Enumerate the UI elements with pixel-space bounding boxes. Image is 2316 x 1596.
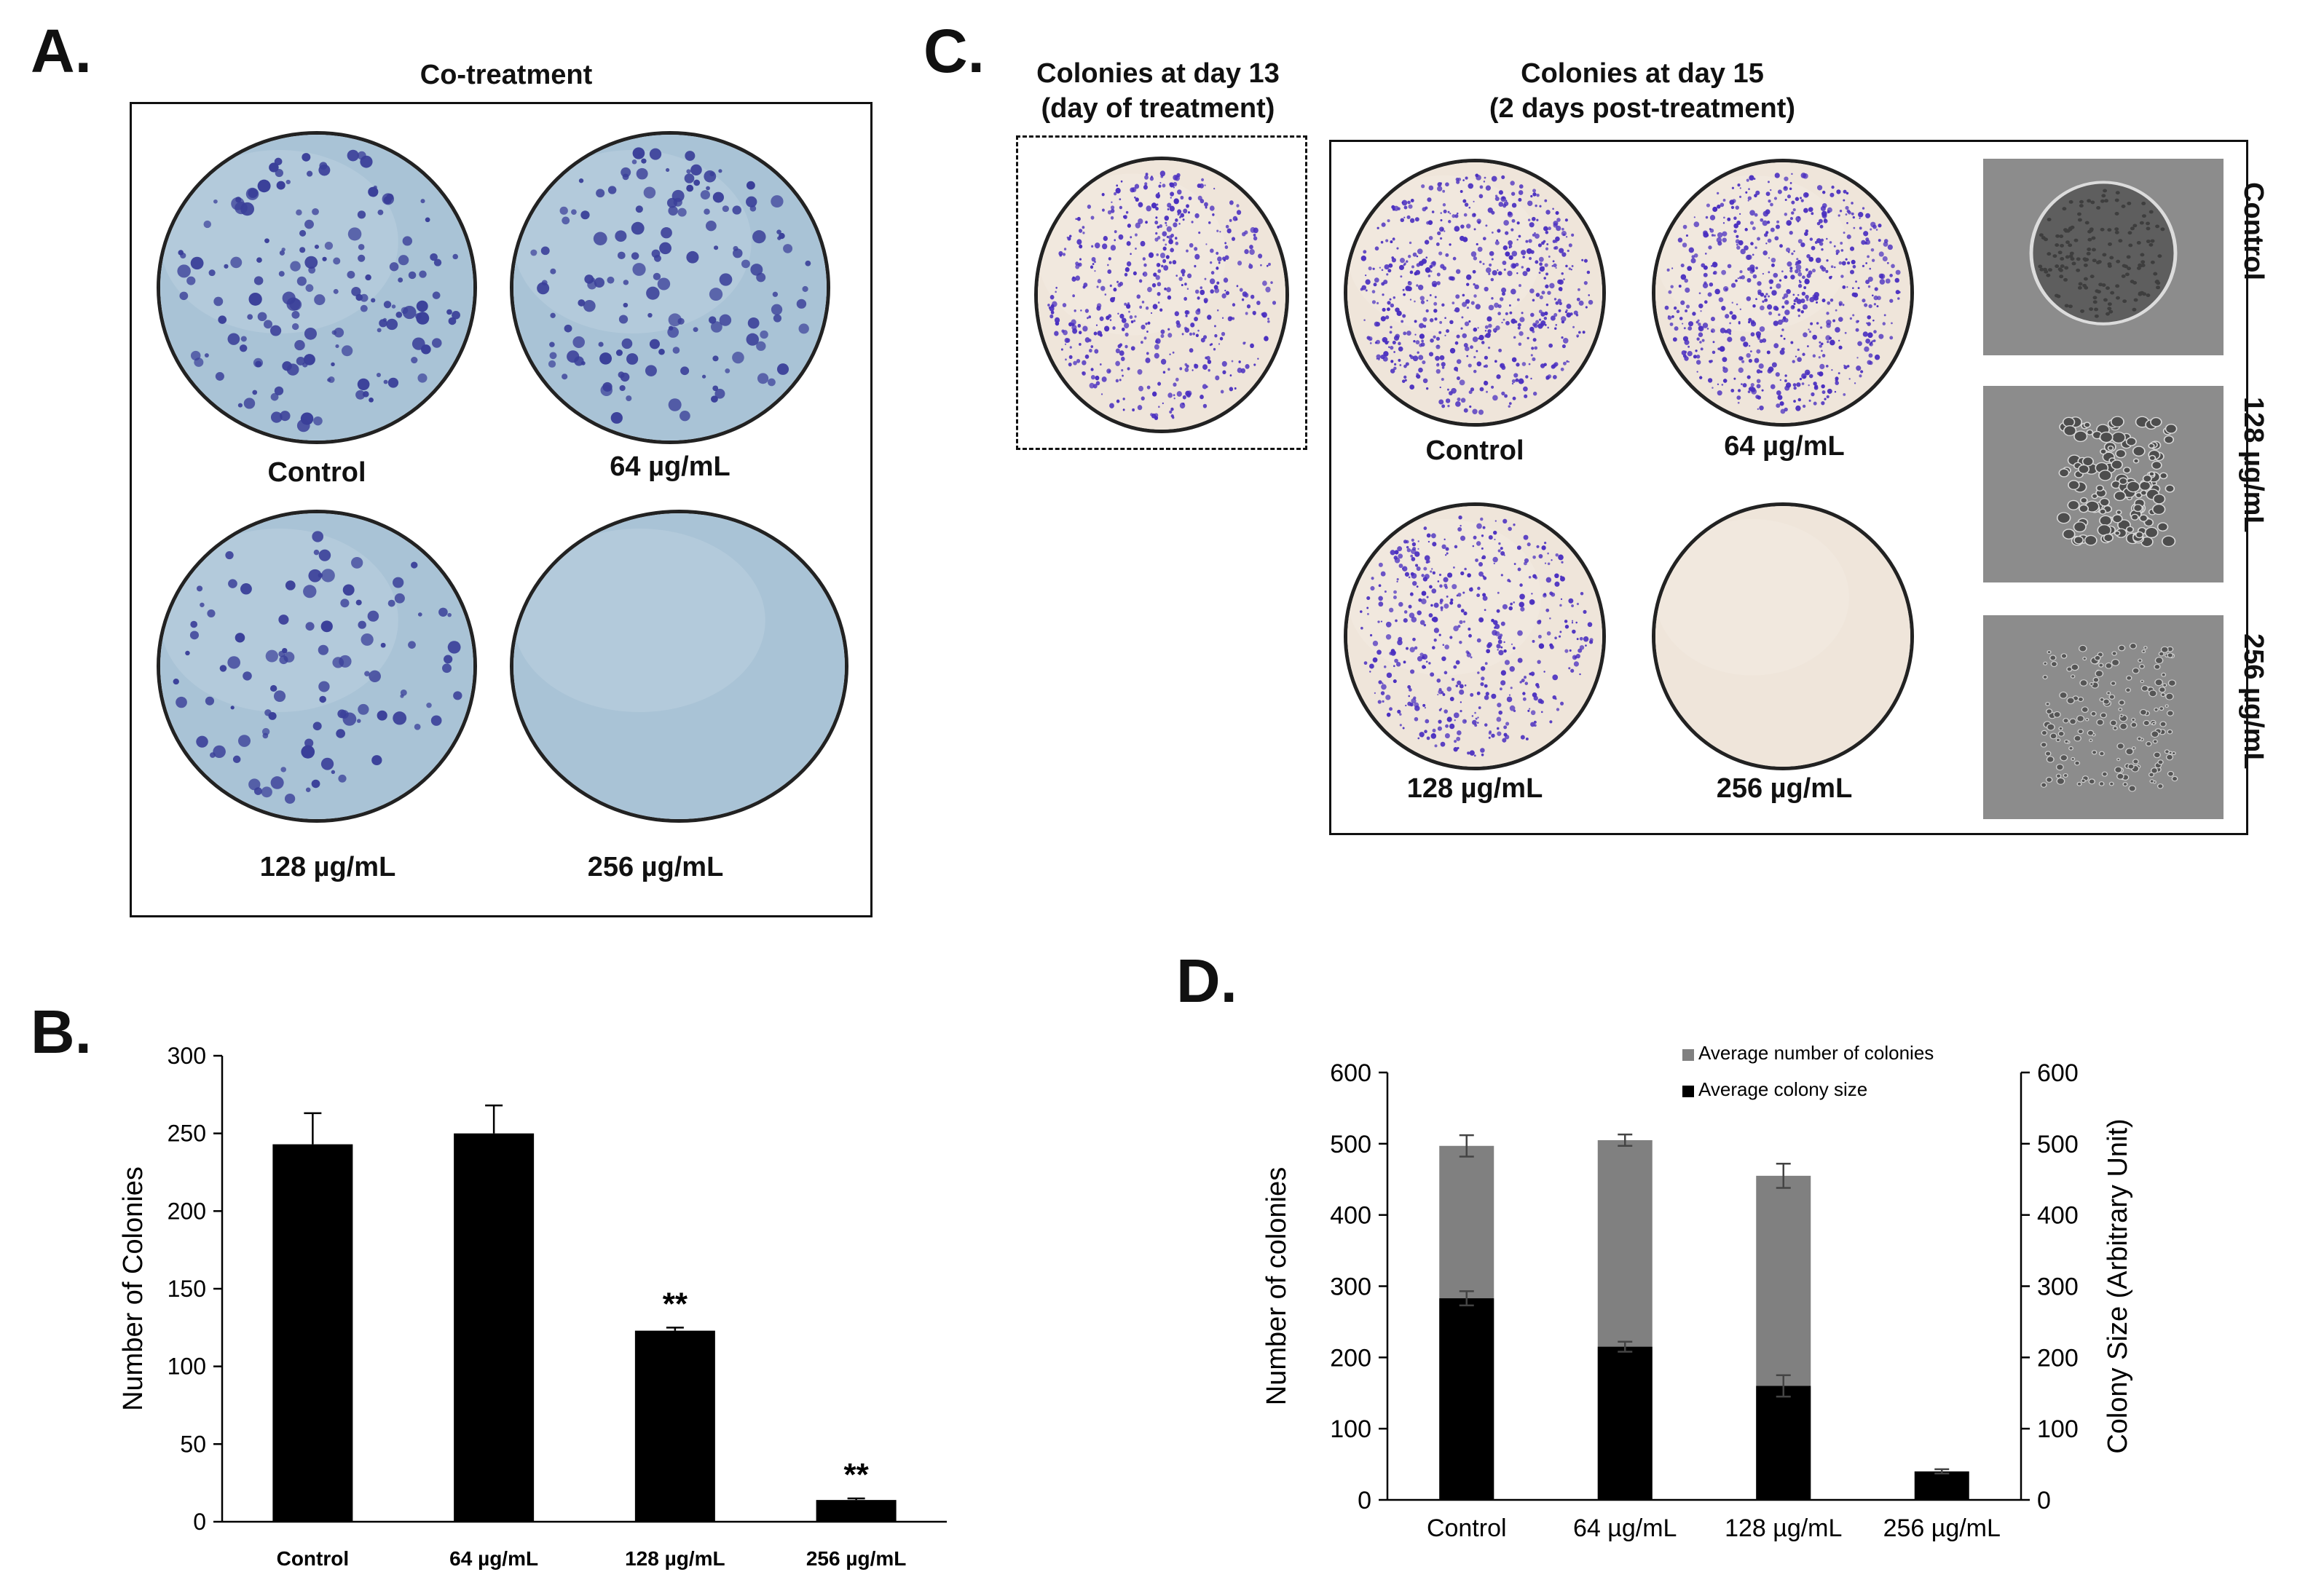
panel-a-dish-256 xyxy=(510,510,848,823)
b-y-tick-label: 100 xyxy=(168,1354,206,1380)
d-legend-label: Average number of colonies xyxy=(1698,1042,1934,1064)
panel-c-day13-title-2: (day of treatment) xyxy=(1041,93,1275,124)
panel-c-label-64: 64 µg/mL xyxy=(1724,431,1845,462)
panel-c-micro-control xyxy=(1983,159,2224,355)
panel-a-dish-control xyxy=(157,131,477,444)
b-y-axis-label: Number of Colonies xyxy=(118,1166,149,1411)
d-x-tick-label: 256 µg/mL xyxy=(1883,1514,2001,1542)
panel-c-dish-svg-1 xyxy=(1655,162,1910,423)
d-bar xyxy=(1439,1298,1494,1500)
b-bar xyxy=(634,1330,715,1522)
panel-c-label-control: Control xyxy=(1425,435,1524,466)
d-bar xyxy=(1914,1471,1969,1500)
panel-c-day15-frame xyxy=(1329,140,2248,835)
b-bar xyxy=(816,1500,897,1522)
panel-c-micro-svg-0 xyxy=(1983,159,2224,355)
d-y2-tick-label: 100 xyxy=(2037,1415,2079,1443)
panel-c-day15-title-2: (2 days post-treatment) xyxy=(1489,93,1796,124)
panel-c-letter: C. xyxy=(923,17,985,85)
d-legend-label: Average colony size xyxy=(1698,1078,1867,1100)
b-y-tick-label: 250 xyxy=(168,1121,206,1147)
b-x-tick-label: 128 µg/mL xyxy=(625,1547,725,1570)
d-x-tick-label: 64 µg/mL xyxy=(1573,1514,1677,1542)
b-bar xyxy=(454,1133,535,1522)
panel-c-day15-title-1: Colonies at day 15 xyxy=(1521,58,1764,89)
d-y-tick-label: 400 xyxy=(1330,1202,1371,1230)
d-legend-swatch xyxy=(1682,1049,1694,1061)
panel-a-dish-svg-0 xyxy=(160,135,473,441)
panel-c-micro-svg-2 xyxy=(1983,615,2224,819)
d-y-tick-label: 200 xyxy=(1330,1344,1371,1372)
panel-a-dish-64 xyxy=(510,131,830,444)
b-y-tick-label: 150 xyxy=(168,1276,206,1302)
d-x-tick-label: Control xyxy=(1427,1514,1507,1542)
b-y-tick-label: 300 xyxy=(168,1043,206,1069)
panel-c-dish-control xyxy=(1344,159,1606,427)
panel-a-label-64: 64 µg/mL xyxy=(610,451,730,482)
d-y2-tick-label: 400 xyxy=(2037,1202,2079,1230)
panel-a-dish-128 xyxy=(157,510,477,823)
b-x-tick-label: 256 µg/mL xyxy=(806,1547,907,1570)
b-significance: ** xyxy=(844,1457,870,1493)
d-bar xyxy=(1756,1386,1811,1500)
panel-c-dish-256 xyxy=(1652,502,1914,770)
d-y-tick-label: 600 xyxy=(1330,1059,1371,1087)
panel-a-label-control: Control xyxy=(267,457,366,488)
panel-c-dish-svg-3 xyxy=(1655,506,1910,767)
panel-a-frame xyxy=(130,102,873,917)
d-y2-tick-label: 500 xyxy=(2037,1131,2079,1158)
panel-c-dish-svg-2 xyxy=(1347,506,1602,767)
d-x-tick-label: 128 µg/mL xyxy=(1725,1514,1842,1542)
b-significance: ** xyxy=(663,1286,688,1322)
panel-a-letter: A. xyxy=(31,17,92,85)
d-y2-tick-label: 0 xyxy=(2037,1487,2051,1514)
d-bar xyxy=(1597,1346,1653,1500)
d-y-axis-label: Number of colonies xyxy=(1261,1167,1292,1405)
d-y2-tick-label: 300 xyxy=(2037,1273,2079,1301)
d-y2-axis-label: Colony Size (Arbitrary Unit) xyxy=(2103,1118,2133,1453)
panel-c-micro-256 xyxy=(1983,615,2224,819)
d-legend-swatch xyxy=(1682,1086,1694,1097)
d-y2-tick-label: 200 xyxy=(2037,1344,2079,1372)
panel-a-label-256: 256 µg/mL xyxy=(587,852,724,882)
panel-c-micro-svg-1 xyxy=(1983,386,2224,582)
panel-c-label-256: 256 µg/mL xyxy=(1716,773,1853,804)
d-y-tick-label: 0 xyxy=(1358,1487,1371,1514)
panel-a-dish-svg-1 xyxy=(513,135,827,441)
panel-c-dish-day13 xyxy=(1034,157,1289,433)
b-y-tick-label: 0 xyxy=(193,1509,206,1535)
b-x-tick-label: Control xyxy=(277,1547,350,1570)
d-y2-tick-label: 600 xyxy=(2037,1059,2079,1087)
d-y-tick-label: 300 xyxy=(1330,1273,1371,1301)
panel-d-letter: D. xyxy=(1176,947,1237,1015)
panel-c-micro-128 xyxy=(1983,386,2224,582)
d-y-tick-label: 500 xyxy=(1330,1131,1371,1158)
panel-c-dish-128 xyxy=(1344,502,1606,770)
panel-a-title: Co-treatment xyxy=(420,60,593,90)
panel-c-label-128: 128 µg/mL xyxy=(1406,773,1543,804)
b-x-tick-label: 64 µg/mL xyxy=(449,1547,538,1570)
panel-c-dish-svg-0 xyxy=(1347,162,1602,423)
panel-c-day13-svg xyxy=(1038,160,1285,430)
b-bar xyxy=(272,1144,353,1522)
panel-c-day13-title-1: Colonies at day 13 xyxy=(1036,58,1280,89)
panel-b-letter: B. xyxy=(31,998,92,1066)
panel-a-label-128: 128 µg/mL xyxy=(259,852,396,882)
panel-c-day13-frame xyxy=(1016,135,1307,450)
d-y-tick-label: 100 xyxy=(1330,1415,1371,1443)
b-y-tick-label: 50 xyxy=(180,1431,206,1457)
panel-c-dish-64 xyxy=(1652,159,1914,427)
panel-a-dish-svg-2 xyxy=(160,513,473,819)
b-y-tick-label: 200 xyxy=(168,1198,206,1224)
panel-a-dish-svg-3 xyxy=(513,513,845,819)
